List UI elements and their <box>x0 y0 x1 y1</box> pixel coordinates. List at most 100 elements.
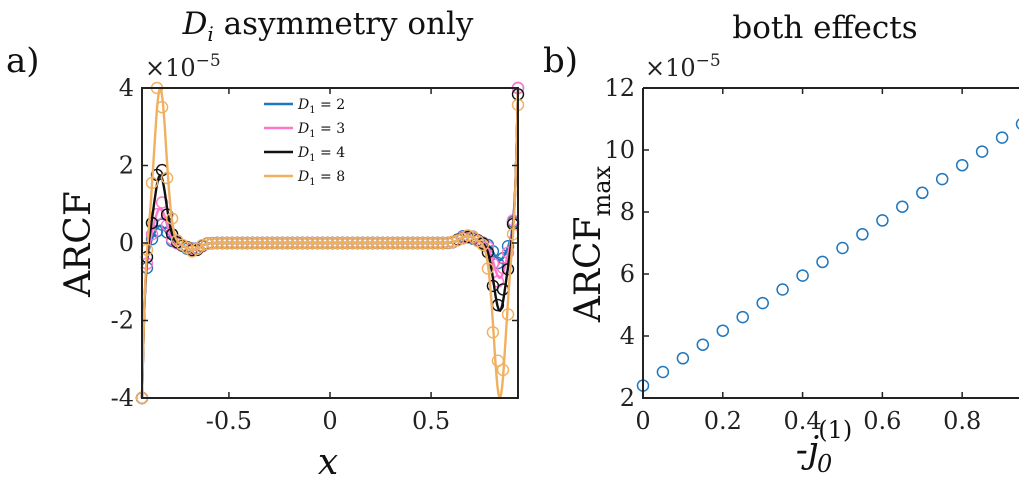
series-4-marker <box>331 236 344 250</box>
series-4-marker <box>376 236 389 250</box>
chart-b-ytick-label: 6 <box>620 260 635 288</box>
data-point <box>935 172 949 186</box>
series-4-marker <box>431 236 444 250</box>
legend-label-1: D1 = 2 <box>297 97 345 116</box>
chart-a-ytick-label: 0 <box>119 229 134 257</box>
series-4-marker <box>426 236 439 250</box>
data-point <box>975 145 989 158</box>
data-point <box>876 214 889 227</box>
series-4-marker <box>200 237 214 251</box>
data-point <box>776 283 789 296</box>
chart-a-ytick-label: -4 <box>111 384 134 412</box>
series-4-marker <box>165 212 179 225</box>
series-3-marker <box>501 263 515 276</box>
series-4-marker <box>246 236 259 250</box>
chart-b-ytick-label: 4 <box>620 322 635 350</box>
chart-b-ylabel: ARCFmax <box>568 165 616 323</box>
series-4-marker <box>160 171 174 185</box>
chart-b-points-group <box>636 118 1019 392</box>
data-point <box>796 269 809 282</box>
series-4-marker <box>241 236 254 250</box>
series-4-marker <box>481 262 495 275</box>
chart-b-ticks: 0 0.2 0.4 0.6 0.8 2 4 6 8 10 12 <box>604 74 981 435</box>
series-4-marker <box>406 236 419 250</box>
series-4-marker <box>256 236 269 250</box>
chart-b-exponent: ×10−5 <box>645 51 721 82</box>
panel-label-b: b) <box>543 41 578 81</box>
data-point <box>676 352 690 365</box>
series-4-marker <box>251 236 264 250</box>
chart-b-title: both effects <box>732 10 917 46</box>
data-point <box>1015 118 1019 130</box>
series-4-marker <box>236 236 249 250</box>
series-4-marker <box>281 236 294 250</box>
series-4-marker <box>276 236 289 250</box>
series-4-marker <box>210 236 224 250</box>
data-point <box>756 296 769 310</box>
series-4-marker <box>371 236 384 250</box>
chart-a-ytick-label: 4 <box>119 74 134 102</box>
series-4-marker <box>436 236 449 250</box>
series-4-marker <box>476 238 490 252</box>
data-point <box>856 228 869 241</box>
series-4-marker <box>145 176 159 190</box>
chart-b-ytick-label: 8 <box>620 198 635 226</box>
series-4-marker <box>341 236 354 250</box>
series-3-marker <box>145 216 159 230</box>
legend-label-3: D1 = 4 <box>297 145 345 164</box>
data-point <box>696 338 710 351</box>
chart-b-ytick-label: 10 <box>604 136 635 164</box>
series-4-marker <box>346 236 359 250</box>
series-4-marker <box>336 236 349 250</box>
series-4-marker <box>411 236 424 250</box>
panel-label-a: a) <box>6 41 40 81</box>
chart-a-legend: D1 = 2 D1 = 3 D1 = 4 D1 = 8 <box>264 97 345 188</box>
series-2-marker <box>155 196 169 209</box>
chart-b-xtick-label: 0.2 <box>704 407 742 435</box>
series-4-marker <box>225 236 239 250</box>
series-4-marker <box>286 236 299 250</box>
series-4-marker <box>215 236 229 250</box>
series-4-marker <box>386 236 399 250</box>
series-4-marker <box>351 236 364 250</box>
chart-a-xtick-label: 0 <box>322 407 337 435</box>
data-point <box>656 365 670 379</box>
chart-a-title: Di asymmetry only <box>182 6 474 46</box>
series-4-marker <box>155 100 169 114</box>
series-4-marker <box>296 236 309 250</box>
series-4-marker <box>291 236 304 250</box>
series-4-marker <box>416 236 429 250</box>
chart-a-ylabel: ARCF <box>58 191 99 298</box>
series-4-marker <box>316 236 329 250</box>
series-4-marker <box>366 236 379 250</box>
data-point <box>716 324 730 337</box>
series-4-marker <box>501 308 515 321</box>
series-4-marker <box>271 236 284 250</box>
legend-label-4: D1 = 8 <box>297 169 345 188</box>
series-4-marker <box>381 236 394 250</box>
data-point <box>916 186 929 200</box>
series-4-marker <box>220 236 234 250</box>
chart-a-xlabel: x <box>318 442 338 483</box>
series-3-marker <box>496 283 510 296</box>
legend-label-2: D1 = 3 <box>297 121 345 140</box>
chart-b-xtick-label: 0.8 <box>943 407 981 435</box>
series-4-marker <box>311 236 324 250</box>
series-4-marker <box>491 354 505 367</box>
chart-a-ticks: -0.5 0 0.5 -4 -2 0 2 4 <box>111 74 518 435</box>
series-4-marker <box>421 236 434 250</box>
series-4-marker <box>306 236 319 250</box>
series-4-marker <box>356 236 369 250</box>
series-4-marker <box>391 236 404 250</box>
data-point <box>736 310 749 324</box>
series-4-marker <box>461 229 475 242</box>
series-4-marker <box>261 236 274 250</box>
data-point <box>955 158 969 172</box>
chart-b-xtick-label: 0.4 <box>783 407 821 435</box>
chart-a-xtick-label: -0.5 <box>206 407 252 435</box>
chart-b-xtick-label: 0.6 <box>863 407 901 435</box>
series-4-marker <box>231 236 244 250</box>
chart-b-xlabel: -j0(1) <box>796 416 853 478</box>
data-point <box>836 241 849 255</box>
